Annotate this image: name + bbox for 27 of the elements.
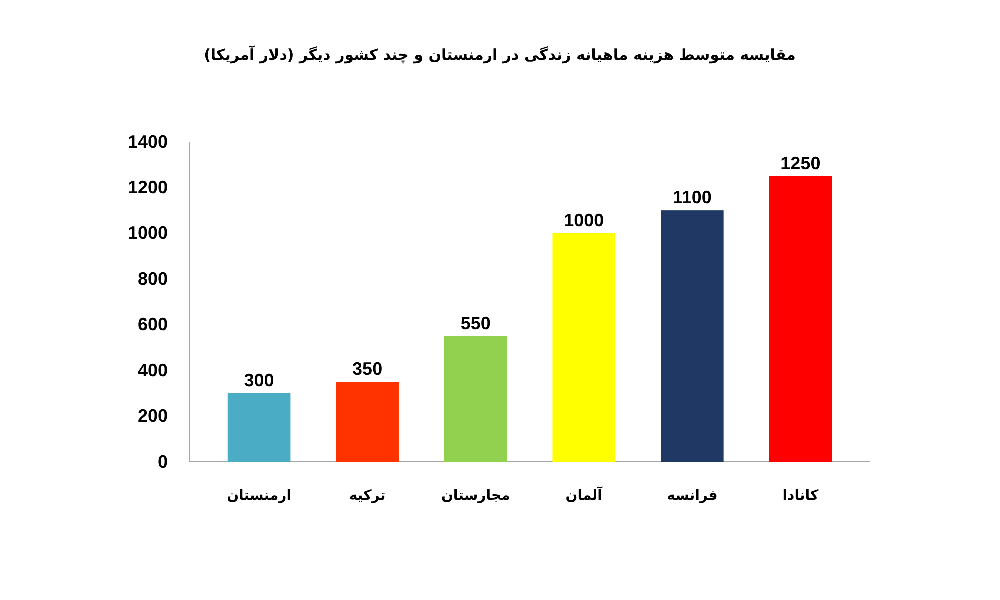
x-tick-label: ارمنستان bbox=[227, 488, 292, 504]
y-tick-label: 800 bbox=[138, 268, 168, 289]
data-label: 1000 bbox=[564, 210, 604, 230]
y-tick-label: 1400 bbox=[128, 132, 168, 152]
y-tick-label: 200 bbox=[138, 406, 168, 426]
data-label: 1250 bbox=[780, 153, 821, 174]
bar bbox=[228, 393, 291, 462]
data-label: 350 bbox=[352, 359, 383, 379]
chart-title: مقایسه متوسط هزینه ماهیانه زندگی در ارمنستان و چند کشور دیگر (دلار آمریکا) bbox=[204, 45, 796, 64]
y-tick-label: 600 bbox=[138, 314, 168, 335]
x-tick-label: آلمان bbox=[566, 486, 604, 504]
bar bbox=[336, 382, 399, 462]
data-label: 550 bbox=[460, 313, 491, 334]
data-label: 1100 bbox=[672, 188, 712, 208]
bar bbox=[552, 233, 616, 462]
y-tick-label: 1000 bbox=[128, 223, 168, 244]
x-tick-label: فرانسه bbox=[667, 488, 718, 504]
y-tick-label: 1200 bbox=[128, 177, 168, 198]
bar bbox=[444, 336, 508, 462]
x-tick-label: ترکیه bbox=[349, 488, 386, 504]
bar bbox=[661, 210, 724, 462]
data-label: 300 bbox=[244, 370, 274, 390]
y-tick-label: 0 bbox=[158, 452, 168, 472]
y-tick-label: 400 bbox=[138, 360, 168, 380]
x-tick-label: مجارستان bbox=[441, 488, 510, 504]
bar bbox=[769, 176, 832, 462]
x-tick-label: کانادا bbox=[782, 488, 820, 504]
